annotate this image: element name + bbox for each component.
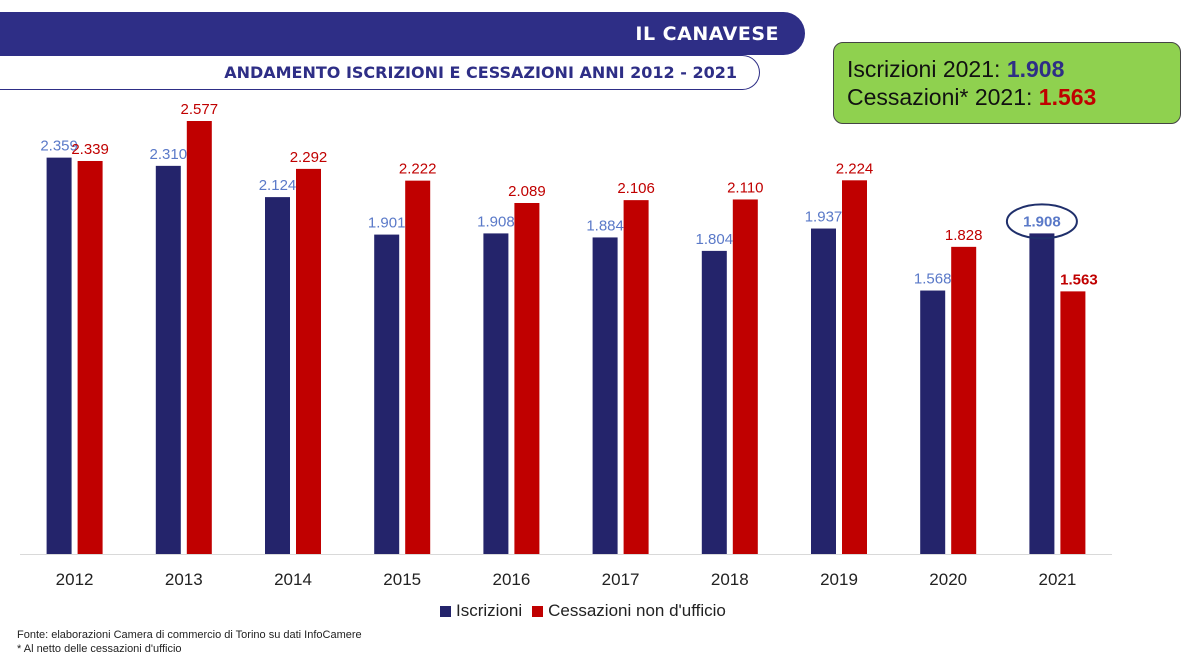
bar-cessazioni-2015 <box>405 180 431 555</box>
data-label-cessazioni-2021: 1.563 <box>1060 271 1098 288</box>
data-label-iscrizioni-2015: 1.901 <box>368 215 406 232</box>
x-tick-label-2019: 2019 <box>820 570 858 589</box>
chart-title-box: ANDAMENTO ISCRIZIONI E CESSAZIONI ANNI 2… <box>0 55 760 90</box>
data-label-iscrizioni-2012: 2.359 <box>40 138 78 155</box>
data-label-cessazioni-2013: 2.577 <box>181 101 219 118</box>
region-banner: IL CANAVESE <box>0 12 805 55</box>
legend-label-iscrizioni: Iscrizioni <box>456 601 523 620</box>
bar-iscrizioni-2015 <box>374 234 400 555</box>
data-label-iscrizioni-2017: 1.884 <box>586 217 624 234</box>
data-label-iscrizioni-2013: 2.310 <box>150 146 188 163</box>
bar-iscrizioni-2013 <box>155 165 181 555</box>
data-label-cessazioni-2014: 2.292 <box>290 149 328 166</box>
data-label-iscrizioni-2018: 1.804 <box>696 231 734 248</box>
legend-label-cessazioni: Cessazioni non d'ufficio <box>548 601 726 620</box>
footer: Fonte: elaborazioni Camera di commercio … <box>17 628 362 656</box>
x-tick-label-2013: 2013 <box>165 570 203 589</box>
legend-swatch-iscrizioni <box>440 605 451 617</box>
summary-cessazioni-label: Cessazioni* 2021: <box>847 84 1033 110</box>
bar-cessazioni-2018 <box>732 199 758 554</box>
x-tick-label-2018: 2018 <box>711 570 749 589</box>
bar-cessazioni-2013 <box>186 121 212 554</box>
region-title: IL CANAVESE <box>635 22 779 45</box>
data-label-cessazioni-2019: 2.224 <box>836 160 874 177</box>
footer-note: * Al netto delle cessazioni d'ufficio <box>17 643 182 655</box>
chart-title: ANDAMENTO ISCRIZIONI E CESSAZIONI ANNI 2… <box>224 63 737 82</box>
data-label-cessazioni-2017: 2.106 <box>617 180 655 197</box>
x-tick-label-2014: 2014 <box>274 570 312 589</box>
bar-iscrizioni-2014 <box>265 197 290 555</box>
bar-cessazioni-2017 <box>623 200 649 554</box>
x-tick-label-2020: 2020 <box>929 570 967 589</box>
bar-cessazioni-2014 <box>296 168 321 554</box>
data-label-cessazioni-2012: 2.339 <box>71 141 109 158</box>
x-tick-label-2017: 2017 <box>602 570 640 589</box>
legend: Iscrizioni Cessazioni non d'ufficio <box>440 600 726 622</box>
bar-cessazioni-2012 <box>77 160 103 554</box>
summary-iscrizioni-value: 1.908 <box>1006 56 1065 82</box>
summary-box: Iscrizioni 2021: 1.908 Cessazioni* 2021:… <box>833 42 1181 124</box>
data-label-cessazioni-2020: 1.828 <box>945 227 983 244</box>
data-label-iscrizioni-2020: 1.568 <box>914 271 952 288</box>
legend-swatch-cessazioni <box>532 605 544 617</box>
data-label-iscrizioni-2014: 2.124 <box>259 177 297 194</box>
summary-iscrizioni: Iscrizioni 2021: 1.908 <box>847 55 1180 83</box>
data-label-iscrizioni-2021: 1.908 <box>1023 213 1061 230</box>
summary-iscrizioni-label: Iscrizioni 2021: <box>847 56 1001 82</box>
bar-cessazioni-2016 <box>514 202 540 554</box>
highlight-ellipse-2021 <box>1005 203 1078 240</box>
x-tick-label-2015: 2015 <box>383 570 421 589</box>
bar-iscrizioni-2016 <box>483 233 509 554</box>
summary-cessazioni-value: 1.563 <box>1038 84 1097 110</box>
summary-cessazioni: Cessazioni* 2021: 1.563 <box>847 83 1180 111</box>
data-label-iscrizioni-2019: 1.937 <box>805 209 843 226</box>
x-tick-label-2021: 2021 <box>1038 570 1076 589</box>
bar-cessazioni-2021 <box>1060 291 1086 554</box>
bar-cessazioni-2019 <box>842 180 867 555</box>
x-tick-label-2012: 2012 <box>56 570 94 589</box>
bar-cessazioni-2020 <box>951 246 977 555</box>
bar-iscrizioni-2020 <box>920 290 946 554</box>
bar-iscrizioni-2019 <box>811 228 836 554</box>
bar-iscrizioni-2018 <box>701 250 727 555</box>
data-label-cessazioni-2016: 2.089 <box>508 183 546 200</box>
bar-iscrizioni-2021 <box>1029 233 1055 554</box>
x-tick-label-2016: 2016 <box>492 570 530 589</box>
data-label-iscrizioni-2016: 1.908 <box>477 213 515 230</box>
data-label-cessazioni-2015: 2.222 <box>399 161 437 178</box>
bar-iscrizioni-2012 <box>46 157 72 555</box>
footer-source: Fonte: elaborazioni Camera di commercio … <box>17 629 362 641</box>
bar-iscrizioni-2017 <box>592 237 618 554</box>
data-label-cessazioni-2018: 2.110 <box>727 179 763 196</box>
